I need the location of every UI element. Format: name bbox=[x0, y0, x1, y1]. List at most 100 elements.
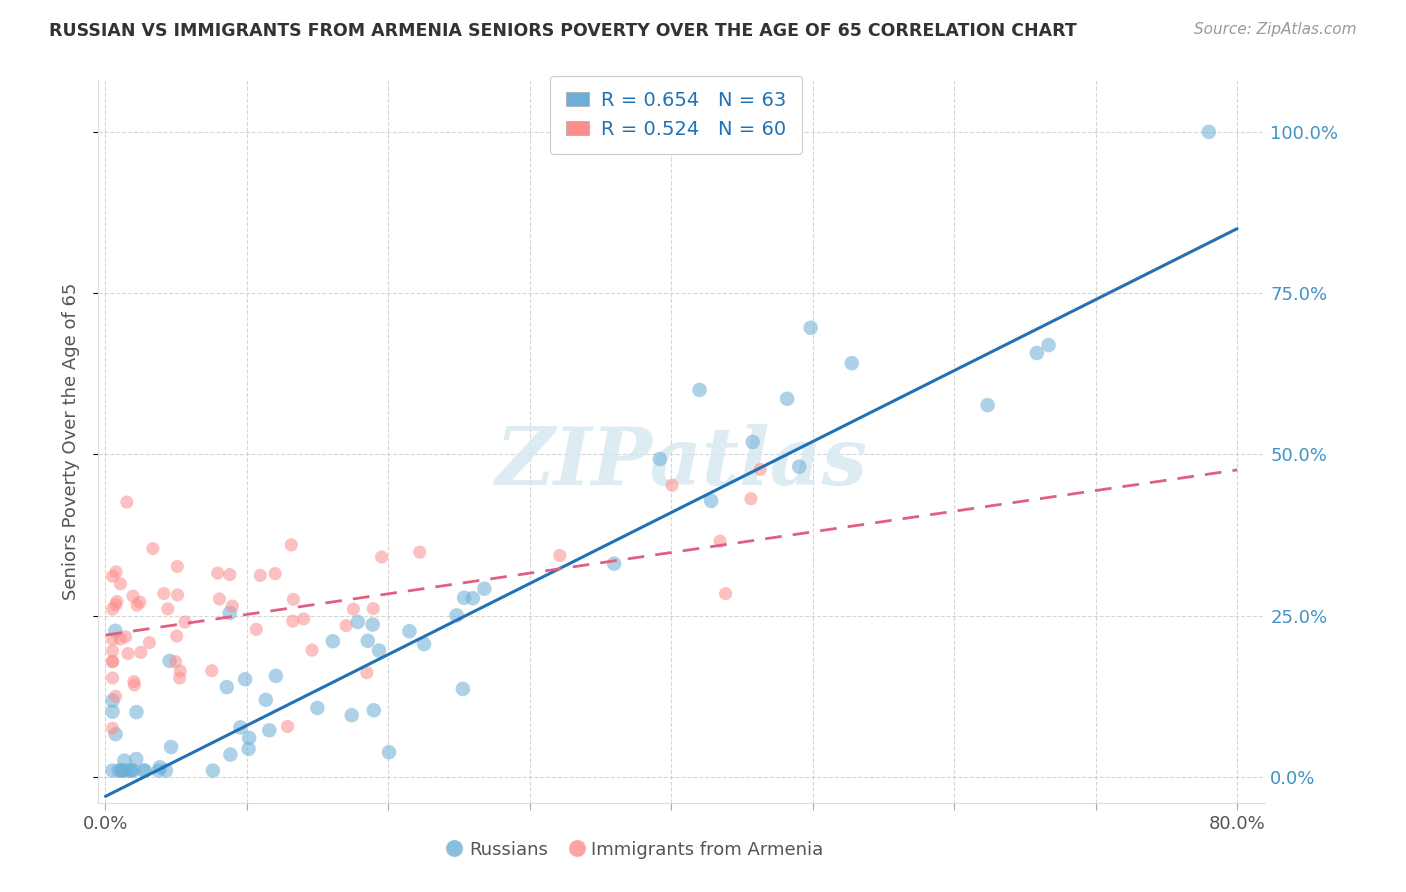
Point bbox=[292, 612, 315, 626]
Point bbox=[169, 664, 191, 678]
Point bbox=[363, 601, 385, 615]
Point bbox=[548, 549, 571, 563]
Point bbox=[259, 723, 281, 738]
Point bbox=[648, 451, 671, 466]
Point bbox=[101, 569, 124, 583]
Point bbox=[132, 764, 155, 778]
Point bbox=[1025, 346, 1047, 360]
Point bbox=[101, 655, 124, 669]
Point bbox=[603, 557, 626, 571]
Point bbox=[398, 624, 420, 639]
Point bbox=[461, 591, 484, 606]
Point bbox=[166, 559, 188, 574]
Point bbox=[101, 693, 124, 707]
Point bbox=[322, 634, 344, 648]
Point bbox=[264, 566, 287, 581]
Point bbox=[238, 731, 260, 745]
Point bbox=[233, 673, 256, 687]
Point bbox=[709, 534, 731, 549]
Point bbox=[413, 637, 436, 651]
Point bbox=[110, 764, 132, 778]
Point bbox=[976, 398, 998, 412]
Point bbox=[370, 549, 392, 564]
Point bbox=[221, 599, 243, 613]
Point bbox=[110, 577, 132, 591]
Point bbox=[121, 764, 143, 778]
Point bbox=[148, 764, 170, 778]
Point bbox=[166, 588, 188, 602]
Point bbox=[101, 644, 124, 658]
Point bbox=[1198, 125, 1220, 139]
Point bbox=[661, 478, 683, 492]
Point bbox=[378, 745, 401, 759]
Point bbox=[245, 623, 267, 637]
Point bbox=[356, 665, 378, 680]
Point bbox=[138, 635, 160, 649]
Point bbox=[335, 618, 357, 632]
Point bbox=[107, 764, 129, 778]
Point bbox=[689, 383, 711, 397]
Point bbox=[166, 629, 188, 643]
Point bbox=[800, 320, 823, 334]
Point bbox=[277, 719, 299, 733]
Point bbox=[159, 654, 181, 668]
Point bbox=[201, 764, 224, 778]
Point bbox=[409, 545, 432, 559]
Point bbox=[254, 693, 277, 707]
Point bbox=[128, 595, 150, 609]
Point bbox=[101, 671, 124, 685]
Text: RUSSIAN VS IMMIGRANTS FROM ARMENIA SENIORS POVERTY OVER THE AGE OF 65 CORRELATIO: RUSSIAN VS IMMIGRANTS FROM ARMENIA SENIO… bbox=[49, 22, 1077, 40]
Point bbox=[105, 594, 128, 608]
Point bbox=[264, 669, 287, 683]
Point bbox=[104, 624, 127, 638]
Point bbox=[101, 705, 124, 719]
Point bbox=[340, 708, 363, 723]
Point bbox=[125, 705, 148, 719]
Point bbox=[122, 589, 145, 603]
Point bbox=[117, 647, 139, 661]
Point bbox=[301, 643, 323, 657]
Point bbox=[101, 764, 124, 778]
Point bbox=[165, 655, 187, 669]
Point bbox=[101, 655, 124, 669]
Point bbox=[446, 608, 468, 623]
Point bbox=[129, 645, 152, 659]
Point bbox=[156, 602, 179, 616]
Y-axis label: Seniors Poverty Over the Age of 65: Seniors Poverty Over the Age of 65 bbox=[62, 283, 80, 600]
Point bbox=[207, 566, 229, 580]
Point bbox=[174, 615, 197, 629]
Point bbox=[142, 541, 165, 556]
Point bbox=[342, 602, 364, 616]
Point bbox=[249, 568, 271, 582]
Point bbox=[218, 606, 240, 620]
Point bbox=[201, 664, 224, 678]
Point bbox=[361, 617, 384, 632]
Point bbox=[219, 747, 242, 762]
Legend: Russians, Immigrants from Armenia: Russians, Immigrants from Armenia bbox=[440, 834, 831, 866]
Text: ZIPatlas: ZIPatlas bbox=[496, 425, 868, 502]
Point bbox=[122, 674, 145, 689]
Text: Source: ZipAtlas.com: Source: ZipAtlas.com bbox=[1194, 22, 1357, 37]
Point bbox=[363, 703, 385, 717]
Point bbox=[368, 643, 391, 657]
Point bbox=[307, 701, 329, 715]
Point bbox=[124, 678, 146, 692]
Point bbox=[105, 565, 128, 579]
Point bbox=[787, 459, 810, 474]
Point bbox=[1038, 338, 1060, 352]
Point bbox=[160, 739, 183, 754]
Point bbox=[280, 538, 302, 552]
Point bbox=[749, 462, 772, 476]
Point bbox=[215, 680, 238, 694]
Point bbox=[453, 591, 475, 605]
Point bbox=[152, 586, 174, 600]
Point bbox=[357, 633, 380, 648]
Point bbox=[134, 764, 156, 778]
Point bbox=[208, 591, 231, 606]
Point bbox=[169, 671, 191, 685]
Point bbox=[125, 598, 148, 612]
Point bbox=[229, 720, 252, 734]
Point bbox=[155, 764, 177, 778]
Point bbox=[472, 582, 495, 596]
Point bbox=[118, 764, 141, 778]
